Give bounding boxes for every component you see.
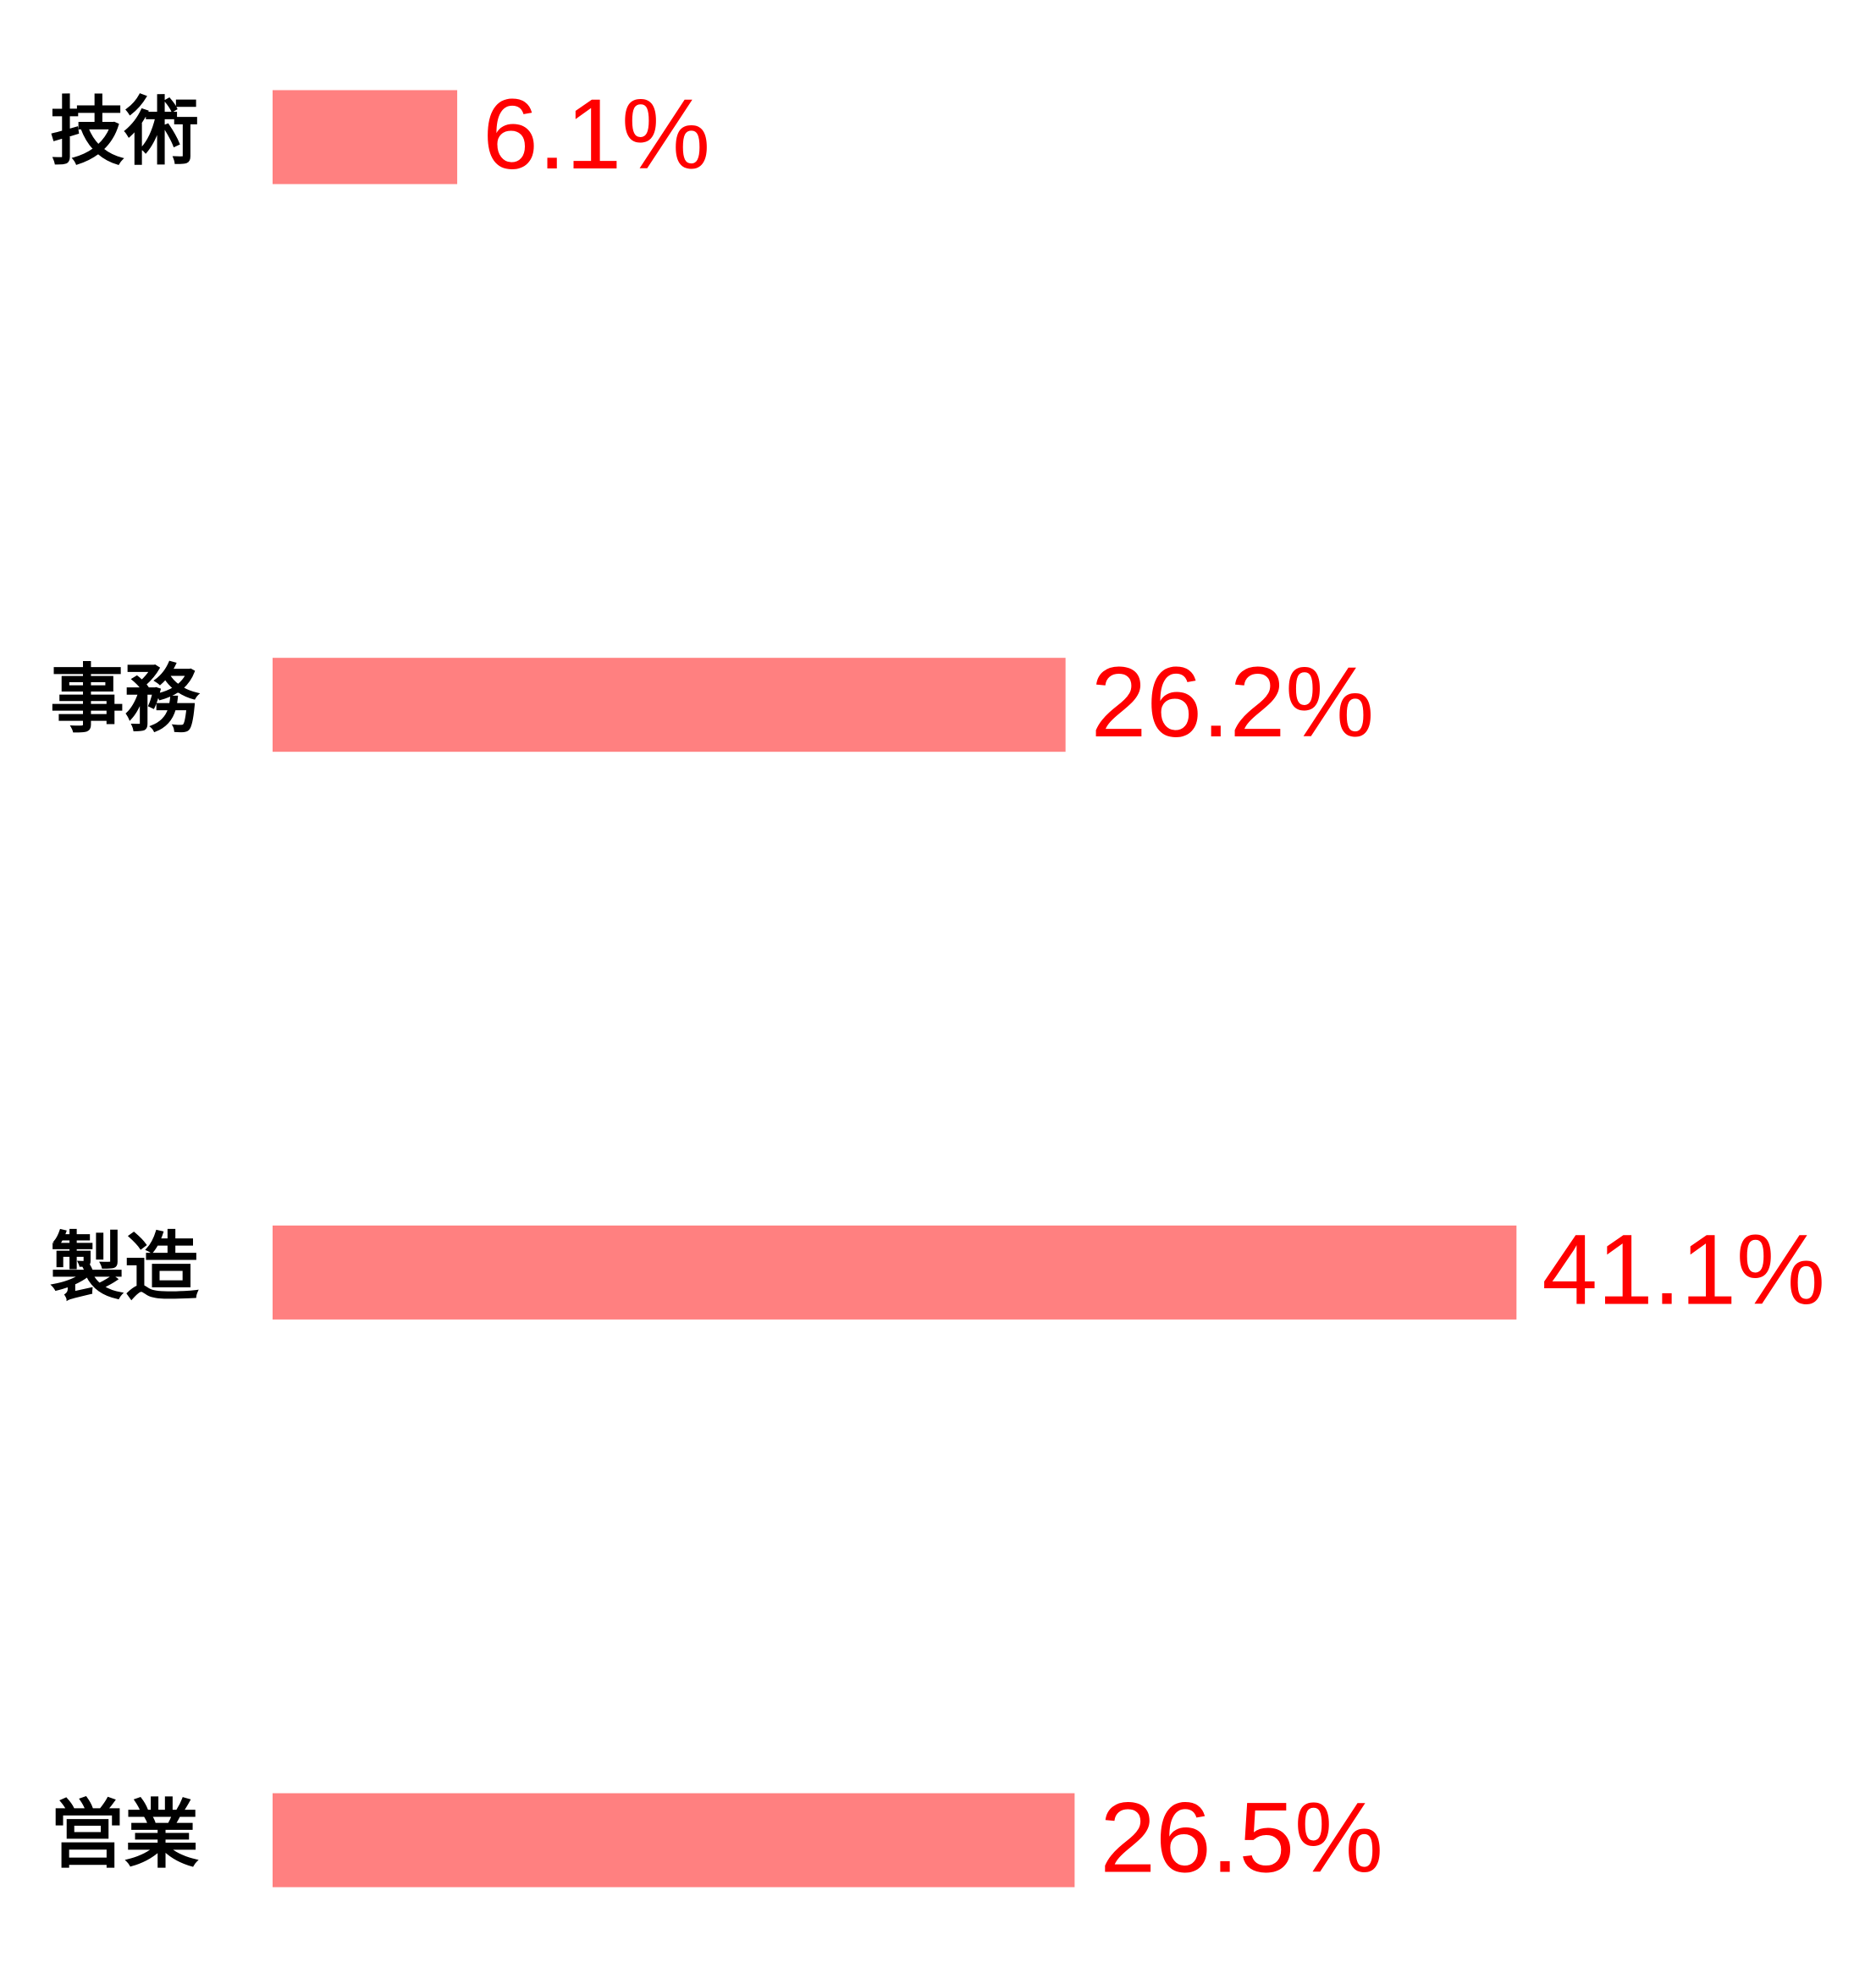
category-label: 営業	[50, 1791, 199, 1878]
value-label: 26.5%	[1100, 1782, 1383, 1893]
category-label: 技術	[50, 88, 199, 175]
value-label: 6.1%	[483, 79, 710, 190]
category-label: 事務	[50, 656, 201, 743]
bar	[273, 1793, 1075, 1888]
bar	[273, 658, 1066, 752]
bar	[273, 90, 458, 185]
bar	[273, 1225, 1517, 1320]
category-label: 製造	[50, 1223, 199, 1310]
value-label: 26.2%	[1091, 647, 1375, 758]
value-label: 41.1%	[1542, 1215, 1825, 1326]
